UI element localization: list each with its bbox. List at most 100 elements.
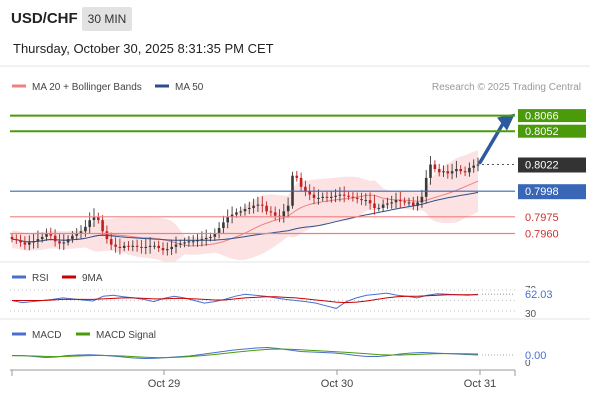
level-label: 0.8052 [525, 126, 559, 138]
candle-body [364, 200, 368, 202]
candle-body [196, 240, 199, 242]
legend-macd-signal-label: MACD Signal [96, 330, 156, 341]
candle-body [269, 211, 273, 213]
candle-body [261, 204, 264, 206]
candle-body [273, 212, 277, 216]
ma50-line [11, 191, 479, 243]
price-legend: MA 20 + Bollinger Bands MA 50 [12, 82, 204, 93]
candle-body [347, 195, 350, 197]
level-label: 0.7960 [525, 229, 559, 241]
macd-current-value: 0.00 [525, 350, 546, 362]
candle-body [420, 196, 424, 203]
candle-body [217, 228, 221, 234]
candle-body [127, 245, 130, 247]
current-price-label: 0.8022 [525, 160, 559, 172]
candle-body [459, 169, 462, 172]
macd-tick-0: 0 [525, 358, 531, 369]
candle-body [442, 171, 445, 173]
timestamp: Thursday, October 30, 2025 8:31:35 PM CE… [13, 41, 274, 56]
legend-macd-label: MACD [32, 330, 61, 341]
legend-9ma-label: 9MA [82, 273, 103, 284]
x-axis-ticks: Oct 29 Oct 30 Oct 31 [11, 370, 516, 390]
candle-body [187, 241, 191, 243]
candle-body [390, 202, 393, 204]
candle-body [424, 177, 428, 197]
candle-body [118, 246, 122, 248]
candle-body [191, 241, 195, 243]
candle-body [79, 231, 83, 234]
macd-line [11, 346, 479, 360]
projection-arrow [478, 121, 505, 165]
candle-body [295, 175, 299, 178]
candle-body [166, 249, 169, 251]
candle-body [312, 194, 316, 198]
candle-body [92, 216, 96, 221]
candle-body [109, 239, 113, 245]
candle-body [36, 239, 40, 242]
candle-body [135, 245, 139, 247]
candle-body [157, 245, 160, 248]
candle-body [75, 233, 78, 236]
attribution-text: Research © 2025 Trading Central [432, 82, 581, 93]
candle-body [355, 197, 359, 199]
macd-panel: 00.00 [11, 346, 549, 369]
candle-body [429, 164, 432, 178]
candle-body [204, 238, 208, 240]
candle-body [131, 245, 135, 247]
candle-body [334, 195, 337, 197]
candle-body [299, 177, 303, 187]
rsi-tick-30: 30 [525, 309, 537, 320]
candle-body [399, 200, 402, 202]
rsi-current-value: 62.03 [525, 289, 553, 301]
legend-rsi-label: RSI [32, 273, 49, 284]
candle-body [325, 196, 329, 198]
candle-body [84, 226, 87, 232]
candle-body [286, 205, 290, 212]
macd-legend: MACD MACD Signal [12, 330, 156, 341]
candle-body [394, 200, 398, 203]
candle-body [144, 246, 148, 248]
candle-body [407, 202, 411, 204]
candle-body [226, 216, 229, 223]
candle-body [472, 165, 475, 168]
candle-body [32, 241, 35, 243]
rsi-ma-line [12, 294, 478, 304]
macd-signal-line [12, 348, 479, 359]
bollinger-band-area [12, 150, 478, 263]
candle-body [114, 244, 117, 247]
level-label: 0.7975 [525, 212, 559, 224]
candle-body [140, 246, 143, 248]
candle-body [476, 164, 480, 166]
candle-body [23, 242, 27, 245]
candle-body [66, 239, 70, 243]
candle-body [105, 231, 109, 240]
rsi-panel: 703062.03 [10, 285, 555, 320]
level-label-box [518, 184, 586, 200]
macd-value-bg [519, 349, 549, 360]
candle-body [153, 245, 156, 247]
chart-header: USD/CHF 30 MIN Thursday, October 30, 202… [0, 0, 590, 66]
candle-body [183, 242, 186, 244]
candle-body [317, 197, 320, 199]
candle-body [304, 186, 307, 192]
candle-body [360, 199, 363, 201]
timeframe-button[interactable]: 30 MIN [82, 7, 132, 31]
candle-body [222, 222, 225, 228]
candle-body [433, 164, 437, 169]
candle-body [101, 220, 104, 232]
candle-body [248, 207, 251, 209]
candle-body [209, 236, 212, 238]
level-label: 0.7998 [525, 186, 559, 198]
current-price-box [518, 157, 586, 173]
candle-body [58, 241, 61, 244]
candle-body [174, 244, 178, 247]
candle-body [28, 242, 31, 245]
candle-body [377, 207, 381, 209]
candle-body [468, 167, 471, 173]
level-label-box [518, 124, 586, 138]
level-label-box [518, 109, 586, 123]
candle-body [213, 233, 217, 237]
candle-body [62, 242, 66, 244]
symbol-title: USD/CHF [11, 10, 78, 27]
